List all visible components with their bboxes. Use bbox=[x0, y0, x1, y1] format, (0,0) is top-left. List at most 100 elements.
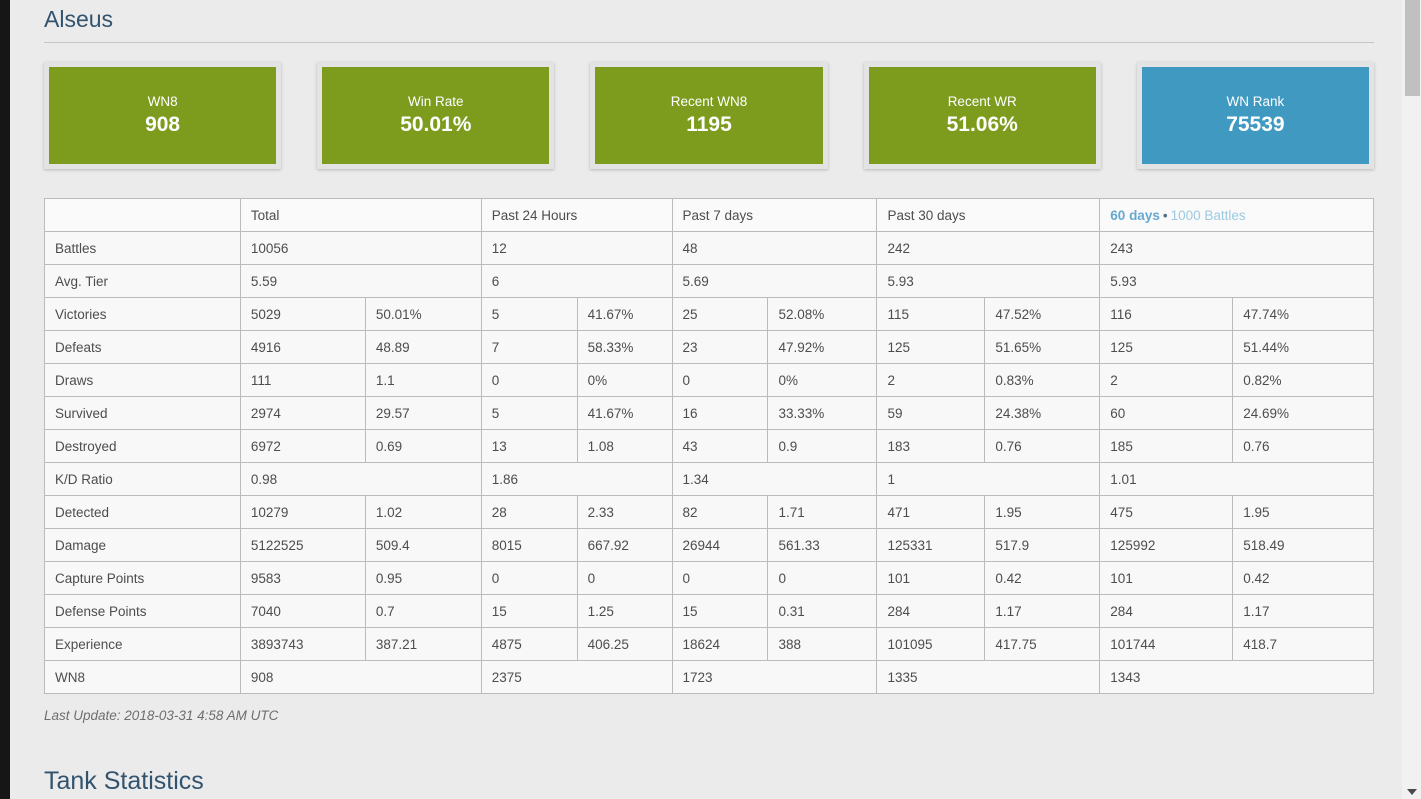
stat-cell: 667.92 bbox=[576, 528, 673, 562]
stat-cell: 2.33 bbox=[576, 495, 673, 529]
table-row: Avg. Tier 5.59 6 5.69 5.93 5.93 bbox=[44, 264, 1374, 298]
stat-cell: 6 bbox=[480, 264, 673, 298]
stat-cell: 0.31 bbox=[767, 594, 878, 628]
stat-cell: 10056 bbox=[239, 231, 482, 265]
stat-cell: 8015 bbox=[480, 528, 578, 562]
stat-cell: 33.33% bbox=[767, 396, 878, 430]
header-past-7-days: Past 7 days bbox=[671, 198, 878, 232]
stat-cell: 125992 bbox=[1099, 528, 1234, 562]
stat-cell: 59 bbox=[876, 396, 986, 430]
row-label: WN8 bbox=[44, 660, 241, 694]
stat-cell: 0.9 bbox=[767, 429, 878, 463]
stat-cell: 47.92% bbox=[767, 330, 878, 364]
page-content: Alseus WN8 908 Win Rate 50.01% Recent WN… bbox=[10, 0, 1402, 799]
stat-cell: 5 bbox=[480, 297, 578, 331]
stat-cell: 0 bbox=[480, 363, 578, 397]
row-label: Detected bbox=[44, 495, 241, 529]
stat-cell: 116 bbox=[1099, 297, 1234, 331]
stat-cell: 1.01 bbox=[1099, 462, 1374, 496]
scrollbar-thumb[interactable] bbox=[1405, 0, 1420, 96]
stat-cell: 0.7 bbox=[364, 594, 482, 628]
link-60-days[interactable]: 60 days bbox=[1110, 207, 1160, 223]
stat-cell: 15 bbox=[480, 594, 578, 628]
stat-cell: 1 bbox=[876, 462, 1101, 496]
stat-card-value: 51.06% bbox=[946, 112, 1018, 136]
stat-card-wn8: WN8 908 bbox=[44, 62, 282, 169]
table-row: Capture Points 9583 0.95 0 0 0 0 101 0.42 101 0.42 bbox=[44, 561, 1374, 595]
stat-cell: 5.69 bbox=[671, 264, 878, 298]
stat-cell: 4875 bbox=[480, 627, 578, 661]
stat-card-value: 75539 bbox=[1226, 112, 1285, 136]
stat-cell: 101095 bbox=[876, 627, 986, 661]
link-1000-battles[interactable]: 1000 Battles bbox=[1170, 207, 1246, 223]
player-stats-table: Total Past 24 Hours Past 7 days Past 30 … bbox=[44, 198, 1374, 694]
stat-cell: 517.9 bbox=[984, 528, 1101, 562]
header-past-24-hours: Past 24 Hours bbox=[480, 198, 673, 232]
stat-cell: 475 bbox=[1099, 495, 1234, 529]
stat-cell: 101 bbox=[1099, 561, 1234, 595]
stat-cell: 561.33 bbox=[767, 528, 878, 562]
row-label: Draws bbox=[44, 363, 241, 397]
stat-cell: 58.33% bbox=[576, 330, 673, 364]
stat-cell: 0 bbox=[576, 561, 673, 595]
stat-cell: 47.74% bbox=[1232, 297, 1374, 331]
stat-cell: 25 bbox=[671, 297, 769, 331]
stat-cell: 0 bbox=[767, 561, 878, 595]
last-update-text: Last Update: 2018-03-31 4:58 AM UTC bbox=[44, 708, 279, 723]
scrollbar-down-arrow-icon[interactable] bbox=[1407, 789, 1417, 795]
stat-cell: 2 bbox=[876, 363, 986, 397]
stat-cell: 0% bbox=[576, 363, 673, 397]
row-label: Battles bbox=[44, 231, 241, 265]
stat-cell: 41.67% bbox=[576, 297, 673, 331]
table-row: Draws 111 1.1 0 0% 0 0% 2 0.83% 2 0.82% bbox=[44, 363, 1374, 397]
stat-cell: 5.93 bbox=[1099, 264, 1374, 298]
stat-cell: 1723 bbox=[671, 660, 878, 694]
stat-cell: 0.76 bbox=[984, 429, 1101, 463]
stat-cell: 518.49 bbox=[1232, 528, 1374, 562]
stat-cell: 1.86 bbox=[480, 462, 673, 496]
stat-cell: 9583 bbox=[239, 561, 366, 595]
stat-cell: 509.4 bbox=[364, 528, 482, 562]
stat-cell: 387.21 bbox=[364, 627, 482, 661]
stat-cell: 1.1 bbox=[364, 363, 482, 397]
stat-cell: 1.25 bbox=[576, 594, 673, 628]
stat-cell: 5029 bbox=[239, 297, 366, 331]
stat-cell: 908 bbox=[239, 660, 482, 694]
header-60-days-1000-battles: 60 days • 1000 Battles bbox=[1099, 198, 1374, 232]
stat-cell: 5.59 bbox=[239, 264, 482, 298]
stat-cell: 406.25 bbox=[576, 627, 673, 661]
stat-cell: 51.65% bbox=[984, 330, 1101, 364]
stat-cell: 43 bbox=[671, 429, 769, 463]
vertical-scrollbar[interactable] bbox=[1402, 0, 1421, 799]
tank-statistics-heading: Tank Statistics bbox=[44, 767, 1374, 799]
stat-cell: 0 bbox=[480, 561, 578, 595]
stat-cell: 52.08% bbox=[767, 297, 878, 331]
stat-cell: 1.95 bbox=[1232, 495, 1374, 529]
stat-cell: 243 bbox=[1099, 231, 1374, 265]
stat-cell: 15 bbox=[671, 594, 769, 628]
stat-cell: 0.95 bbox=[364, 561, 482, 595]
stat-cell: 284 bbox=[876, 594, 986, 628]
row-label: Damage bbox=[44, 528, 241, 562]
stat-cell: 284 bbox=[1099, 594, 1234, 628]
header-total: Total bbox=[239, 198, 482, 232]
link-separator-dot: • bbox=[1162, 207, 1168, 223]
stat-card-label: Recent WN8 bbox=[670, 94, 748, 110]
stat-cell: 418.7 bbox=[1232, 627, 1374, 661]
table-row: Defeats 4916 48.89 7 58.33% 23 47.92% 125 51.65%… bbox=[44, 330, 1374, 364]
stat-cell: 0.98 bbox=[239, 462, 482, 496]
stat-cell: 82 bbox=[671, 495, 769, 529]
stat-cell: 5.93 bbox=[876, 264, 1101, 298]
stat-card-recent-wn8: Recent WN8 1195 bbox=[590, 62, 828, 169]
stat-cell: 47.52% bbox=[984, 297, 1101, 331]
stat-cell: 0% bbox=[767, 363, 878, 397]
table-row: Detected 10279 1.02 28 2.33 82 1.71 471 1.95 475 1… bbox=[44, 495, 1374, 529]
stat-cell: 24.38% bbox=[984, 396, 1101, 430]
stat-cell: 1.71 bbox=[767, 495, 878, 529]
stat-cell: 7 bbox=[480, 330, 578, 364]
stat-card-recent-wr: Recent WR 51.06% bbox=[863, 62, 1101, 169]
stat-cell: 2375 bbox=[480, 660, 673, 694]
stat-cell: 51.44% bbox=[1232, 330, 1374, 364]
stat-cell: 1.08 bbox=[576, 429, 673, 463]
stat-cell: 18624 bbox=[671, 627, 769, 661]
